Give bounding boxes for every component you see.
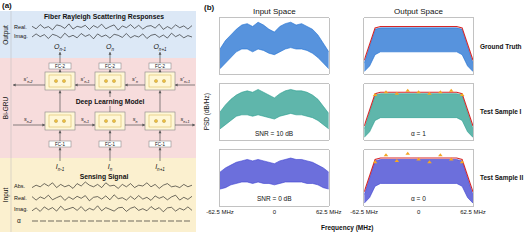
svg-text:Input: Input <box>2 188 10 203</box>
svg-text:Output Space: Output Space <box>394 7 443 16</box>
svg-text:(b): (b) <box>204 3 215 12</box>
svg-text:FC-2: FC-2 <box>55 64 65 69</box>
svg-text:s'n+1: s'n+1 <box>180 76 190 84</box>
svg-text:62.5 MHz: 62.5 MHz <box>316 209 342 215</box>
svg-text:Fiber Rayleigh Scattering Resp: Fiber Rayleigh Scattering Responses <box>44 13 164 21</box>
svg-text:Frequency (MHz): Frequency (MHz) <box>321 224 373 232</box>
svg-text:In: In <box>108 163 113 172</box>
svg-text:Input Space: Input Space <box>253 7 296 16</box>
svg-text:On-1: On-1 <box>54 43 66 52</box>
svg-text:sn-1: sn-1 <box>81 116 89 124</box>
svg-text:α = 0: α = 0 <box>411 195 426 202</box>
svg-text:-62.5 MHz: -62.5 MHz <box>350 209 378 215</box>
svg-text:FC-1: FC-1 <box>105 142 115 147</box>
svg-text:s'n: s'n <box>132 76 138 84</box>
svg-text:PSD (dB/Hz): PSD (dB/Hz) <box>203 93 211 130</box>
svg-text:-62.5 MHz: -62.5 MHz <box>206 209 234 215</box>
svg-text:SNR = 0 dB: SNR = 0 dB <box>257 195 292 202</box>
svg-text:α = 1: α = 1 <box>411 130 426 137</box>
svg-text:Deep Learning Model: Deep Learning Model <box>76 98 145 106</box>
svg-text:Real.: Real. <box>14 24 27 30</box>
svg-text:sn: sn <box>133 116 138 124</box>
svg-text:SNR = 10 dB: SNR = 10 dB <box>255 130 293 137</box>
svg-text:FC-1: FC-1 <box>155 142 165 147</box>
svg-text:In+1: In+1 <box>155 163 165 172</box>
svg-text:FC-2: FC-2 <box>105 64 115 69</box>
svg-text:62.5 MHz: 62.5 MHz <box>460 209 486 215</box>
svg-text:sn+1: sn+1 <box>181 116 190 124</box>
svg-text:0: 0 <box>417 209 421 215</box>
svg-text:Sensing Signal: Sensing Signal <box>80 173 129 181</box>
svg-text:Test Sample II: Test Sample II <box>480 174 523 182</box>
svg-text:On: On <box>106 43 114 52</box>
svg-text:Imag.: Imag. <box>14 206 28 212</box>
svg-text:Imag.: Imag. <box>14 33 28 39</box>
svg-text:α: α <box>17 217 21 224</box>
svg-text:Bi-GRU: Bi-GRU <box>2 97 9 120</box>
svg-text:Real.: Real. <box>14 195 27 201</box>
svg-text:0: 0 <box>273 209 277 215</box>
svg-text:s'n-1: s'n-1 <box>81 76 90 84</box>
svg-text:(a): (a) <box>2 1 12 10</box>
svg-text:s'n-2: s'n-2 <box>24 76 33 84</box>
svg-text:Output: Output <box>2 25 10 45</box>
svg-text:In-1: In-1 <box>56 163 65 172</box>
svg-text:Ground Truth: Ground Truth <box>480 43 522 50</box>
svg-text:FC-1: FC-1 <box>55 142 65 147</box>
svg-text:FC-2: FC-2 <box>155 64 165 69</box>
svg-text:sn-2: sn-2 <box>24 116 32 124</box>
svg-text:On+1: On+1 <box>153 43 167 52</box>
svg-text:Abs.: Abs. <box>14 183 25 189</box>
svg-text:Test Sample I: Test Sample I <box>480 108 522 116</box>
